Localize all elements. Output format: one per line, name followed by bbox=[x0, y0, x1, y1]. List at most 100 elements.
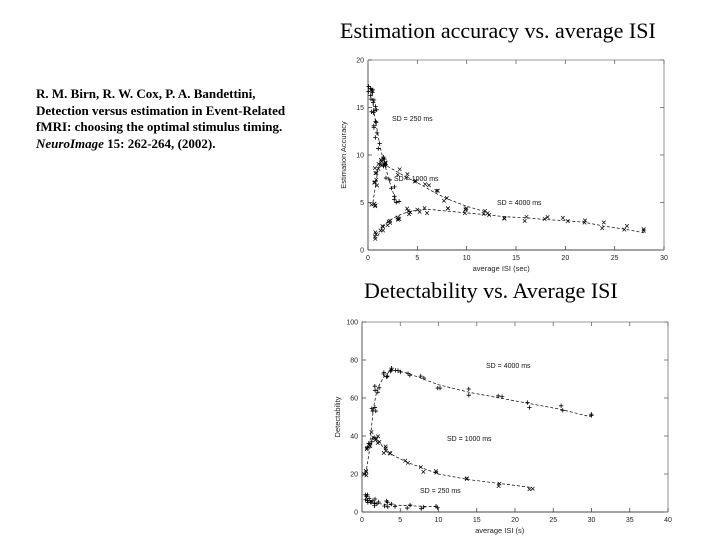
chart1-series-3-point bbox=[641, 227, 646, 232]
chart1-series-3-point bbox=[388, 218, 393, 223]
chart1-series-1-point bbox=[366, 84, 371, 89]
chart1-series-2-point bbox=[435, 188, 440, 193]
chart1-series-1-point bbox=[387, 177, 393, 183]
chart2-series-2-point bbox=[372, 436, 377, 441]
chart1-series-1-label: SD = 250 ms bbox=[392, 116, 433, 123]
chart1-x-tick-label: 15 bbox=[512, 255, 520, 262]
chart1-x-axis-label: average ISI (sec) bbox=[473, 264, 531, 273]
chart2-y-tick-label: 60 bbox=[350, 396, 358, 403]
chart2-series-1-point bbox=[385, 373, 390, 379]
chart1-series-2-point bbox=[395, 172, 400, 177]
chart2-series-1-point bbox=[372, 383, 378, 389]
chart1-series-3-point bbox=[524, 214, 529, 219]
chart2-series-1-point bbox=[398, 369, 403, 375]
chart1-x-tick-label: 0 bbox=[366, 255, 370, 262]
chart1-series-2-point bbox=[369, 202, 374, 207]
chart1-series-3-point bbox=[624, 223, 629, 228]
chart2-series-2-point bbox=[368, 444, 373, 449]
chart1-series-2-point bbox=[423, 182, 428, 187]
chart1-y-tick-label: 5 bbox=[360, 200, 364, 207]
chart2-x-tick-label: 40 bbox=[664, 517, 672, 524]
chart1-series-1-point bbox=[392, 194, 397, 199]
chart2-series-1-point bbox=[495, 393, 501, 399]
chart2-x-axis-label: average ISI (s) bbox=[475, 526, 525, 535]
citation-details: 15: 262-264, bbox=[107, 135, 175, 151]
chart1-series-1-point bbox=[381, 154, 386, 160]
chart1-series-3-point bbox=[522, 218, 527, 224]
chart1-x-tick-label: 10 bbox=[463, 255, 471, 262]
chart2-series-2-point bbox=[375, 434, 381, 439]
chart2-series-3-point bbox=[385, 500, 390, 505]
chart1-series-3-point bbox=[395, 217, 400, 222]
chart1-series-3-curve bbox=[377, 208, 645, 236]
chart1-series-1-point bbox=[371, 100, 376, 105]
chart2-series-3-label: SD = 250 ms bbox=[420, 488, 461, 495]
chart2-series-3-point bbox=[389, 501, 394, 507]
chart1-series-3-point bbox=[542, 216, 547, 221]
chart1-series-3-point bbox=[406, 212, 412, 217]
chart1-series-3-point bbox=[545, 214, 550, 220]
chart2-series-2-point bbox=[365, 445, 370, 450]
chart1-series-3-point bbox=[601, 220, 606, 225]
chart2-x-tick-label: 30 bbox=[588, 517, 596, 524]
chart2-series-2-point bbox=[383, 448, 389, 454]
chart2-series-1-point bbox=[369, 406, 375, 411]
chart1-series-2-point bbox=[426, 183, 431, 188]
chart1-series-2-point bbox=[374, 170, 379, 175]
chart-title-estimation: Estimation accuracy vs. average ISI bbox=[340, 18, 656, 43]
chart2-series-3-point bbox=[368, 499, 373, 505]
chart2-y-tick-label: 20 bbox=[350, 472, 358, 479]
chart2-series-2-point bbox=[369, 429, 374, 435]
chart2-x-tick-label: 25 bbox=[549, 517, 557, 524]
chart2-series-2-point bbox=[364, 469, 369, 474]
chart2-series-1-point bbox=[376, 385, 382, 390]
chart1-series-3-point bbox=[463, 207, 468, 212]
chart1-series-2-point bbox=[376, 166, 381, 171]
chart1-y-tick-label: 15 bbox=[356, 105, 364, 112]
chart1-series-3-point bbox=[622, 227, 627, 232]
chart2-series-2-point bbox=[405, 460, 410, 465]
chart1-series-3-point bbox=[422, 206, 427, 211]
chart1-series-2-point bbox=[373, 171, 378, 176]
chart2-series-1-point bbox=[418, 373, 423, 379]
chart1-series-1-point bbox=[377, 141, 382, 146]
chart2-series-2-point bbox=[364, 473, 369, 478]
chart2-x-tick-label: 20 bbox=[511, 517, 519, 524]
chart2-series-2-label: SD = 1000 ms bbox=[447, 436, 492, 443]
chart1-series-1-point bbox=[371, 97, 377, 103]
chart1-series-3-point bbox=[372, 234, 378, 239]
chart1-series-2-point bbox=[383, 160, 388, 165]
chart1-series-1-point bbox=[373, 104, 378, 109]
chart2-x-tick-label: 35 bbox=[626, 517, 634, 524]
chart2-series-3-point bbox=[433, 504, 439, 509]
chart2-series-1-point bbox=[527, 405, 532, 410]
chart2-series-3-point bbox=[385, 504, 390, 509]
chart1-series-2-point bbox=[372, 201, 377, 206]
chart-title-detectability: Detectability vs. Average ISI bbox=[364, 278, 618, 303]
chart2-y-tick-label: 40 bbox=[350, 434, 358, 441]
chart1-series-1-point bbox=[373, 120, 379, 125]
chart1-series-1-point bbox=[369, 88, 375, 94]
chart1-series-2-point bbox=[374, 183, 380, 188]
chart1-series-3-point bbox=[445, 206, 451, 211]
chart2-series-2-point bbox=[530, 486, 535, 491]
chart2-series-1-point bbox=[372, 405, 378, 410]
chart1-series-3-point bbox=[385, 223, 390, 228]
chart1-y-tick-label: 10 bbox=[356, 153, 364, 160]
citation-title: Detection versus estimation in Event-Rel… bbox=[36, 102, 286, 135]
chart2-series-2-point bbox=[464, 476, 469, 482]
chart1-x-tick-label: 30 bbox=[660, 255, 668, 262]
chart1-series-3-label: SD = 4000 ms bbox=[497, 200, 542, 207]
chart1-series-2-point bbox=[434, 188, 439, 193]
chart2-series-2-point bbox=[418, 465, 423, 470]
citation-text: R. M. Birn, R. W. Cox, P. A. Bandettini,… bbox=[36, 86, 306, 152]
chart1-series-1-point bbox=[368, 86, 373, 91]
chart1-series-3-point bbox=[565, 219, 570, 224]
chart2-series-1-point bbox=[437, 385, 443, 391]
chart1-series-1-point bbox=[393, 200, 399, 205]
chart2-series-1-point bbox=[372, 388, 378, 393]
chart2-series-1-point bbox=[405, 371, 411, 376]
chart1-series-2-curve bbox=[372, 161, 487, 213]
chart2-series-1-point bbox=[466, 386, 471, 392]
chart1-series-3-point bbox=[417, 209, 422, 214]
